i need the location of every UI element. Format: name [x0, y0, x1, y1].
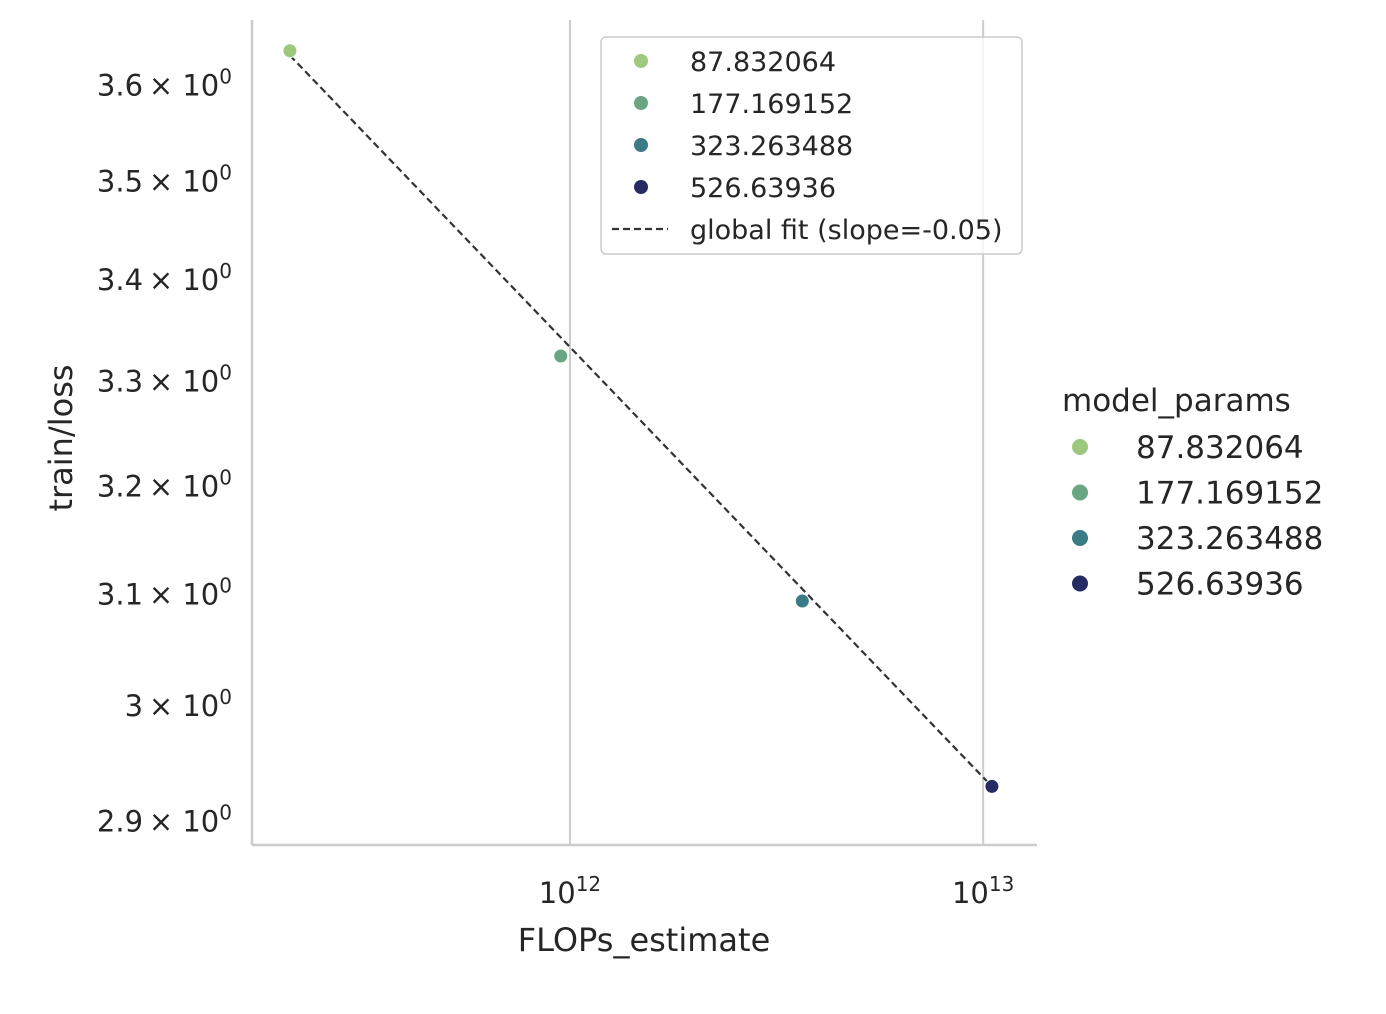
outer-legend-marker [1072, 530, 1088, 546]
outer-legend-label: 87.832064 [1136, 430, 1304, 466]
inner-legend-marker [634, 138, 648, 152]
x-tick-label: 1013 [952, 872, 1014, 910]
inner-legend-marker [634, 54, 648, 68]
x-tick-label: 1012 [539, 872, 601, 910]
outer-legend-marker [1072, 439, 1088, 455]
y-tick-label: 3.3 × 100 [97, 361, 232, 399]
inner-legend-marker [634, 96, 648, 110]
data-point [282, 43, 298, 59]
y-tick-label: 3 × 100 [125, 685, 232, 723]
global-fit-line [289, 54, 993, 788]
fit-line-layer [289, 54, 993, 788]
y-tick-label: 3.5 × 100 [97, 160, 232, 198]
data-point [553, 348, 569, 364]
inner-legend-label: 323.263488 [690, 131, 853, 162]
y-tick-label: 3.1 × 100 [97, 573, 232, 611]
inner-legend-label: 87.832064 [690, 47, 836, 78]
data-point [984, 778, 1000, 794]
x-axis-label: FLOPs_estimate [518, 921, 771, 959]
y-tick-label: 3.6 × 100 [97, 65, 232, 103]
outer-legend-label: 526.63936 [1136, 567, 1304, 603]
outer-legend-label: 323.263488 [1136, 521, 1323, 557]
outer-legend-marker [1072, 484, 1088, 501]
inner-legend-label: 526.63936 [690, 173, 836, 204]
data-points [282, 43, 1000, 794]
inner-legend-label: 177.169152 [690, 89, 853, 120]
inner-legend-marker [634, 180, 648, 194]
y-tick-label: 3.2 × 100 [97, 465, 232, 503]
y-tick-label: 2.9 × 100 [97, 800, 232, 838]
outer-legend: model_params 87.832064 177.169152 323.2634… [1062, 383, 1323, 603]
outer-legend-label: 177.169152 [1136, 476, 1323, 512]
outer-legend-title: model_params [1062, 383, 1291, 419]
inner-legend: 87.832064 177.169152 323.263488 526.63936 gl… [600, 36, 1023, 255]
inner-legend-fit-label: global fit (slope=-0.05) [690, 215, 1003, 246]
y-tick-label: 3.4 × 100 [97, 259, 232, 297]
data-point [794, 593, 810, 609]
x-tick-labels: 1012 1013 [539, 872, 1015, 910]
outer-legend-marker [1072, 575, 1088, 592]
inner-legend-frame [600, 36, 1023, 255]
y-axis-label: train/loss [42, 364, 80, 511]
axes [250, 20, 1037, 847]
y-tick-labels: 3.6 × 100 3.5 × 100 3.4 × 100 3.3 × 100 3.2 … [97, 65, 232, 839]
